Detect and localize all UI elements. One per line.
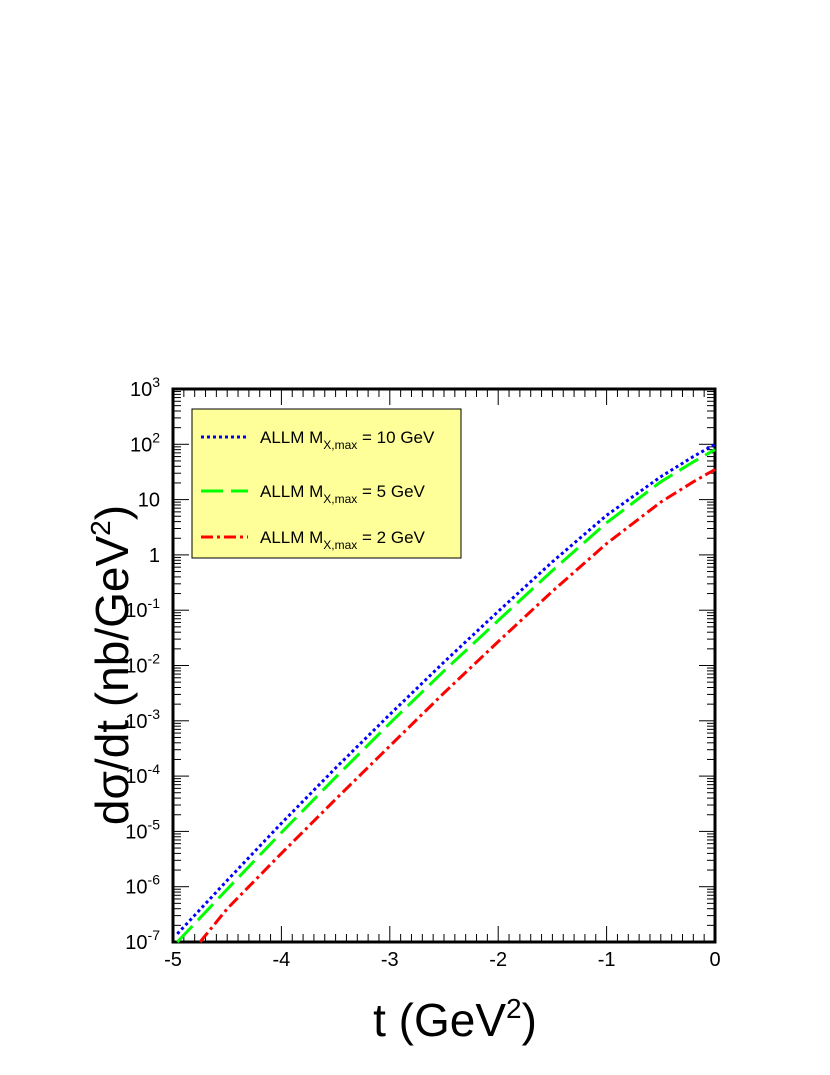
x-tick-label: -4 bbox=[273, 949, 291, 971]
series-line-3 bbox=[198, 468, 716, 943]
x-axis-title-sup: 2 bbox=[506, 993, 522, 1024]
x-tick-label: 0 bbox=[709, 949, 720, 971]
y-tick-label: 10-7 bbox=[125, 927, 160, 954]
legend: ALLM MX,max = 10 GeV ALLM MX,max = 5 GeV A… bbox=[191, 408, 462, 559]
series-line-1 bbox=[176, 442, 716, 935]
legend-items: ALLM MX,max = 10 GeV ALLM MX,max = 5 GeV A… bbox=[201, 428, 435, 552]
x-tick-label: -3 bbox=[381, 949, 399, 971]
y-tick-label: 102 bbox=[130, 429, 160, 456]
x-tick-label: -5 bbox=[164, 949, 182, 971]
y-tick-label: 10 bbox=[138, 490, 160, 512]
x-tick-label: -2 bbox=[489, 949, 507, 971]
y-tick-label: 1 bbox=[149, 545, 160, 567]
legend-box bbox=[191, 408, 462, 559]
x-tick-labels: -5 -4 -3 -2 -1 0 bbox=[164, 949, 720, 971]
y-tick-label: 103 bbox=[130, 374, 160, 401]
legend-label-3: ALLM MX,max = 2 GeV bbox=[260, 528, 426, 552]
y-axis-title-sup: 2 bbox=[85, 520, 116, 536]
y-tick-label: 10-2 bbox=[125, 651, 160, 678]
x-axis-title: t (GeV2) bbox=[373, 993, 537, 1046]
y-tick-label: 10-6 bbox=[125, 872, 160, 899]
x-tick-label: -1 bbox=[598, 949, 616, 971]
y-tick-label: 10-1 bbox=[125, 595, 160, 622]
series-layer bbox=[176, 442, 716, 944]
y-tick-label: 10-5 bbox=[125, 816, 160, 843]
y-tick-label: 10-4 bbox=[125, 761, 160, 788]
series-line-2 bbox=[176, 448, 716, 944]
y-axis-title: dσ/dt (nb/GeV2) bbox=[85, 505, 138, 825]
legend-label-1: ALLM MX,max = 10 GeV bbox=[260, 428, 435, 452]
legend-label-2: ALLM MX,max = 5 GeV bbox=[260, 482, 426, 506]
y-tick-label: 10-3 bbox=[125, 706, 160, 733]
